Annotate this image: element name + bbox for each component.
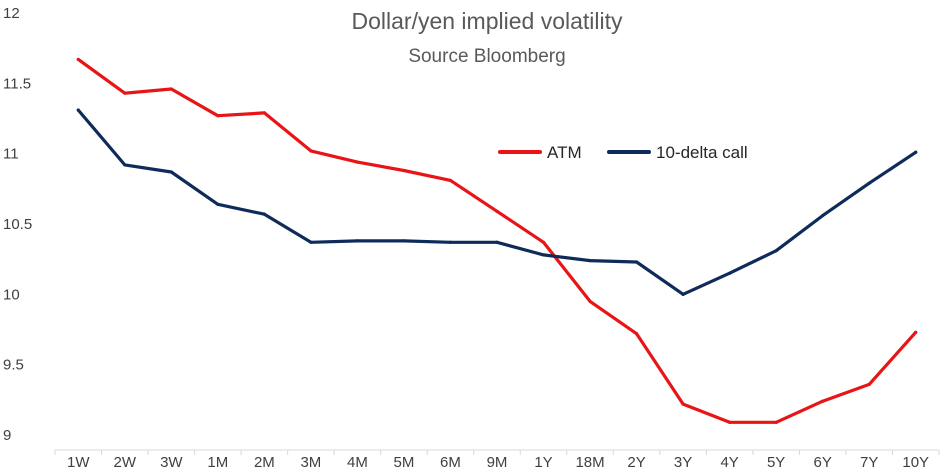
x-tick-label: 5M [394, 454, 415, 471]
data-point-10-delta-call [495, 240, 499, 244]
data-point-atm [123, 91, 127, 95]
data-point-atm [216, 114, 220, 118]
series-lines [76, 57, 918, 424]
data-point-atm [728, 420, 732, 424]
legend: ATM 10-delta call [498, 143, 748, 162]
y-tick-label: 9 [3, 427, 11, 444]
data-point-atm [262, 111, 266, 115]
data-point-10-delta-call [309, 240, 313, 244]
data-point-10-delta-call [76, 108, 80, 112]
x-tick-label: 4M [347, 454, 368, 471]
x-tick-label: 3Y [674, 454, 692, 471]
data-point-10-delta-call [355, 239, 360, 243]
data-point-atm [681, 402, 685, 406]
y-tick-label: 10 [3, 286, 20, 303]
data-point-atm [355, 160, 360, 164]
data-point-10-delta-call [588, 258, 592, 263]
data-point-10-delta-call [821, 213, 825, 218]
x-tick-label: 7Y [860, 454, 878, 471]
data-point-atm [495, 209, 499, 213]
x-tick-label: 18M [575, 454, 604, 471]
chart-subtitle: Source Bloomberg [408, 46, 565, 67]
y-axis: 12 11.5 11 10.5 10 9.5 9 [3, 5, 32, 444]
data-point-atm [541, 240, 546, 244]
x-tick-label: 2W [114, 454, 137, 471]
x-tick-label: 6Y [814, 454, 832, 471]
data-point-10-delta-call [681, 292, 685, 296]
y-tick-label: 9.5 [3, 357, 24, 374]
x-tick-label: 3M [300, 454, 321, 471]
x-tick-label: 3W [160, 454, 183, 471]
data-point-10-delta-call [448, 240, 453, 244]
x-tick-label: 5Y [767, 454, 785, 471]
series-line-10-delta-call [76, 108, 918, 296]
x-tick-label: 10Y [902, 454, 929, 471]
data-point-10-delta-call [216, 202, 220, 206]
data-point-10-delta-call [728, 271, 732, 275]
data-point-10-delta-call [123, 163, 127, 167]
y-tick-label: 11.5 [3, 75, 31, 92]
x-tick-label: 2Y [627, 454, 645, 471]
data-point-atm [821, 399, 825, 403]
x-tick-label: 4Y [720, 454, 738, 471]
y-tick-label: 10.5 [3, 216, 32, 233]
data-point-atm [914, 330, 918, 334]
data-point-10-delta-call [634, 260, 639, 264]
data-point-atm [774, 420, 778, 424]
data-point-10-delta-call [402, 239, 406, 243]
x-tick-label: 1W [67, 454, 90, 471]
data-point-10-delta-call [867, 181, 871, 185]
data-point-10-delta-call [541, 253, 546, 257]
x-tick-label: 1M [207, 454, 228, 471]
data-point-10-delta-call [774, 249, 778, 253]
data-point-atm [309, 149, 313, 153]
chart-title: Dollar/yen implied volatility [352, 8, 623, 34]
x-tick-label: 2M [254, 454, 275, 471]
data-point-atm [634, 332, 639, 336]
data-point-atm [448, 178, 453, 182]
legend-label-atm: ATM [547, 143, 582, 162]
x-tick-label: 9M [487, 454, 508, 471]
data-point-atm [588, 299, 592, 303]
x-tick-label: 6M [440, 454, 461, 471]
data-point-10-delta-call [262, 212, 266, 216]
x-tick-label: 1Y [534, 454, 552, 471]
data-point-10-delta-call [169, 170, 173, 174]
data-point-atm [76, 57, 80, 62]
legend-label-10-delta-call: 10-delta call [656, 143, 748, 162]
y-tick-label: 11 [3, 146, 19, 163]
data-point-10-delta-call [914, 150, 918, 154]
y-tick-label: 12 [3, 5, 20, 22]
data-point-atm [867, 382, 871, 386]
data-point-atm [169, 87, 173, 91]
x-axis: 1W 2W 3W 1M 2M 3M 4M 5M 6M 9M 1Y 18M 2Y 3Y 4Y 5Y 6Y 7Y 10Y [54, 449, 940, 471]
data-point-atm [402, 168, 406, 173]
